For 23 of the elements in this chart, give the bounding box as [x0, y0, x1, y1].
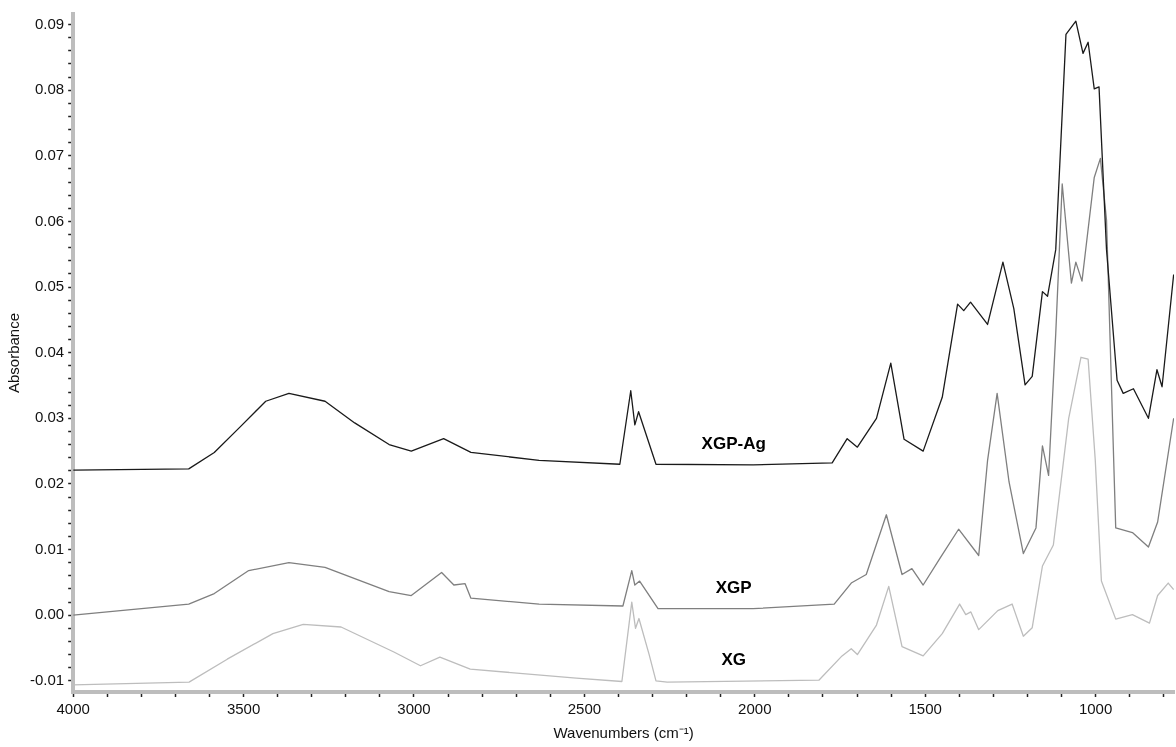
- x-tick-label: 2500: [567, 700, 602, 718]
- y-tick-label: -0.01: [29, 670, 65, 688]
- x-tick-label: 1500: [908, 700, 942, 718]
- y-tick-label: 0.09: [34, 14, 65, 32]
- series-label: XGP: [715, 577, 752, 597]
- y-tick-label: 0.00: [34, 605, 65, 623]
- y-tick-label: 0.08: [34, 80, 65, 98]
- y-tick-label: 0.07: [34, 145, 65, 163]
- series-label: XGP-Ag: [701, 433, 766, 453]
- y-tick-label: 0.03: [34, 408, 65, 426]
- y-tick-label: 0.04: [34, 342, 65, 360]
- y-axis-title: Absorbance: [5, 312, 23, 394]
- x-tick-label: 4000: [56, 700, 90, 718]
- series-label: XG: [721, 650, 746, 670]
- x-tick-label: 3000: [397, 700, 431, 718]
- x-tick-label: 2000: [738, 700, 772, 718]
- x-tick-label: 3500: [226, 700, 261, 718]
- y-tick-label: 0.01: [34, 539, 65, 557]
- x-axis-title: Wavenumbers (cm⁻¹): [553, 724, 694, 742]
- y-tick-label: 0.06: [34, 211, 65, 229]
- y-tick-label: 0.02: [34, 474, 65, 492]
- x-tick-label: 1000: [1078, 700, 1113, 718]
- y-tick-label: 0.05: [34, 277, 65, 295]
